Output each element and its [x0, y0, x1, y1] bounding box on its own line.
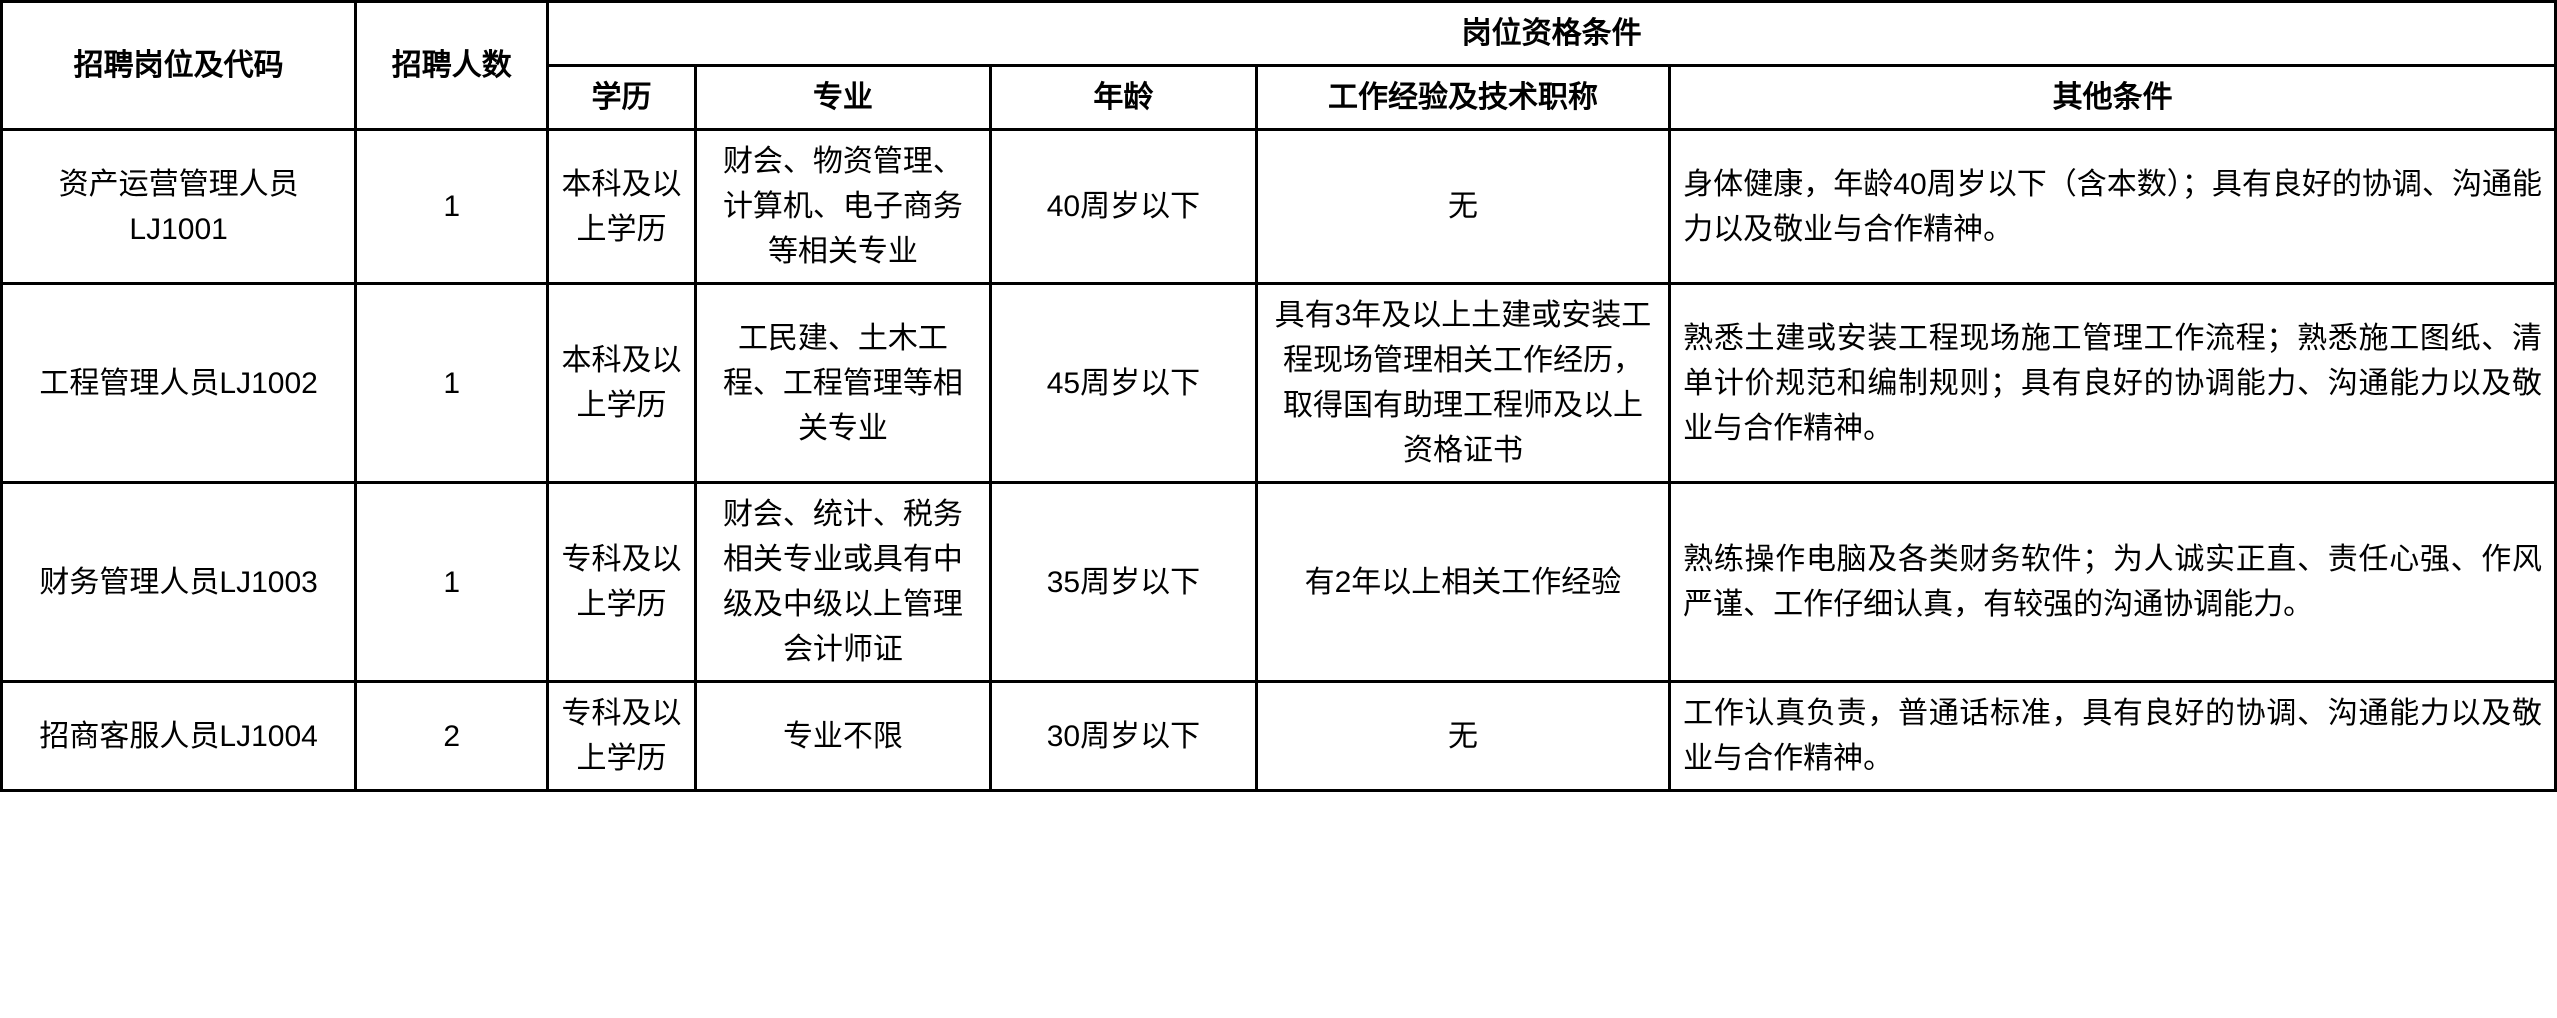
header-qualification-group: 岗位资格条件 — [548, 2, 2556, 66]
cell-experience: 具有3年及以上土建或安装工程现场管理相关工作经历，取得国有助理工程师及以上资格证… — [1256, 284, 1669, 483]
table-row: 工程管理人员LJ1002 1 本科及以上学历 工民建、土木工程、工程管理等相关专… — [2, 284, 2556, 483]
cell-major: 财会、物资管理、计算机、电子商务等相关专业 — [695, 130, 990, 284]
cell-experience: 有2年以上相关工作经验 — [1256, 483, 1669, 682]
cell-education: 本科及以上学历 — [548, 284, 696, 483]
header-position-code: 招聘岗位及代码 — [2, 2, 356, 130]
header-major: 专业 — [695, 66, 990, 130]
header-education: 学历 — [548, 66, 696, 130]
header-experience: 工作经验及技术职称 — [1256, 66, 1669, 130]
cell-education: 专科及以上学历 — [548, 483, 696, 682]
header-count: 招聘人数 — [356, 2, 548, 130]
cell-other: 熟练操作电脑及各类财务软件；为人诚实正直、责任心强、作风严谨、工作仔细认真，有较… — [1670, 483, 2556, 682]
cell-major: 财会、统计、税务相关专业或具有中级及中级以上管理会计师证 — [695, 483, 990, 682]
cell-other: 工作认真负责，普通话标准，具有良好的协调、沟通能力以及敬业与合作精神。 — [1670, 682, 2556, 791]
cell-other: 身体健康，年龄40周岁以下（含本数）；具有良好的协调、沟通能力以及敬业与合作精神… — [1670, 130, 2556, 284]
cell-position-code: 资产运营管理人员LJ1001 — [2, 130, 356, 284]
cell-age: 35周岁以下 — [991, 483, 1257, 682]
cell-experience: 无 — [1256, 682, 1669, 791]
table-row: 招商客服人员LJ1004 2 专科及以上学历 专业不限 30周岁以下 无 工作认… — [2, 682, 2556, 791]
cell-other: 熟悉土建或安装工程现场施工管理工作流程；熟悉施工图纸、清单计价规范和编制规则；具… — [1670, 284, 2556, 483]
cell-position-code: 工程管理人员LJ1002 — [2, 284, 356, 483]
table-row: 资产运营管理人员LJ1001 1 本科及以上学历 财会、物资管理、计算机、电子商… — [2, 130, 2556, 284]
cell-count: 2 — [356, 682, 548, 791]
cell-age: 45周岁以下 — [991, 284, 1257, 483]
cell-major: 工民建、土木工程、工程管理等相关专业 — [695, 284, 990, 483]
cell-position-code: 招商客服人员LJ1004 — [2, 682, 356, 791]
table-row: 财务管理人员LJ1003 1 专科及以上学历 财会、统计、税务相关专业或具有中级… — [2, 483, 2556, 682]
header-row-1: 招聘岗位及代码 招聘人数 岗位资格条件 — [2, 2, 2556, 66]
header-other: 其他条件 — [1670, 66, 2556, 130]
cell-position-code: 财务管理人员LJ1003 — [2, 483, 356, 682]
cell-count: 1 — [356, 284, 548, 483]
cell-age: 30周岁以下 — [991, 682, 1257, 791]
cell-age: 40周岁以下 — [991, 130, 1257, 284]
cell-major: 专业不限 — [695, 682, 990, 791]
header-age: 年龄 — [991, 66, 1257, 130]
cell-experience: 无 — [1256, 130, 1669, 284]
cell-education: 专科及以上学历 — [548, 682, 696, 791]
recruitment-table: 招聘岗位及代码 招聘人数 岗位资格条件 学历 专业 年龄 工作经验及技术职称 其… — [0, 0, 2557, 792]
cell-count: 1 — [356, 130, 548, 284]
cell-count: 1 — [356, 483, 548, 682]
cell-education: 本科及以上学历 — [548, 130, 696, 284]
